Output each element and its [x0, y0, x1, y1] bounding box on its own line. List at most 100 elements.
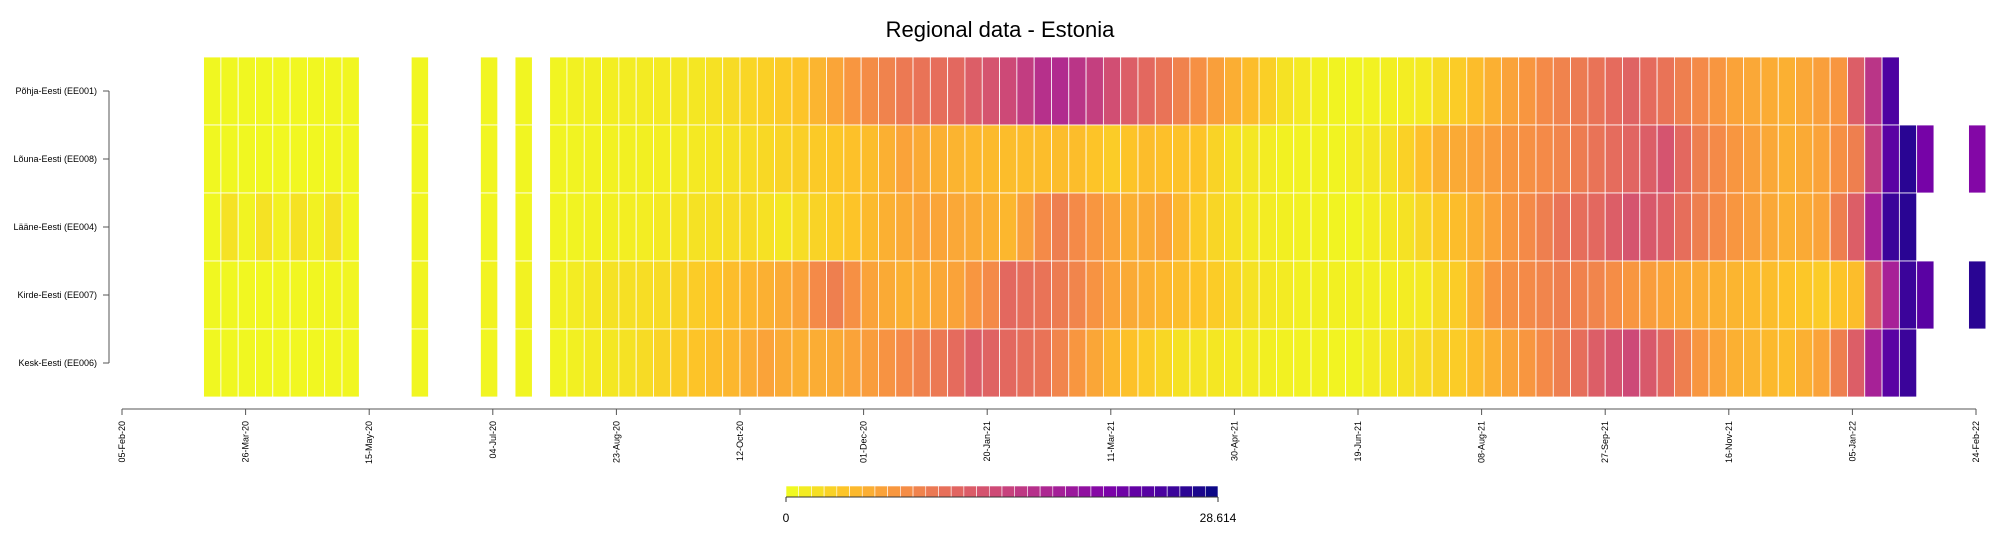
heatmap-cell — [1639, 260, 1658, 330]
heatmap-cell — [1016, 260, 1035, 330]
heatmap-cell — [687, 56, 706, 126]
heatmap-cell — [1189, 56, 1208, 126]
heatmap-cell — [1622, 328, 1641, 398]
heatmap-cell — [1777, 56, 1796, 126]
heatmap-cell — [1466, 260, 1485, 330]
heatmap-cell — [1137, 56, 1156, 126]
heatmap-cell — [1449, 124, 1468, 194]
heatmap-cell — [1293, 328, 1312, 398]
heatmap-cell — [947, 124, 966, 194]
color-scale-swatch — [988, 485, 1003, 498]
heatmap-cell — [912, 192, 931, 262]
heatmap-cell — [549, 192, 568, 262]
heatmap-cell — [1881, 124, 1900, 194]
heatmap-cell — [566, 124, 585, 194]
heatmap-cell — [1795, 192, 1814, 262]
heatmap-cell — [1587, 124, 1606, 194]
heatmap-cell — [1051, 328, 1070, 398]
heatmap-cell — [1760, 56, 1779, 126]
heatmap-cell — [843, 192, 862, 262]
heatmap-cell — [1102, 260, 1122, 330]
heatmap-cell — [1241, 192, 1260, 262]
heatmap-cell — [1864, 56, 1883, 126]
heatmap-cell — [1622, 192, 1641, 262]
color-scale-swatch — [1027, 485, 1041, 498]
heatmap-cell — [480, 328, 499, 398]
heatmap-cell — [739, 124, 758, 194]
heatmap-cell — [410, 260, 429, 330]
heatmap-cell — [1864, 260, 1883, 330]
heatmap-cell — [964, 328, 983, 398]
heatmap-cell — [601, 260, 620, 330]
heatmap-cell — [289, 260, 308, 330]
heatmap-cell — [341, 260, 360, 330]
color-scale-swatch — [836, 485, 850, 498]
heatmap-cell — [878, 124, 897, 194]
row-label: Lääne-Eesti (EE004) — [13, 222, 97, 232]
heatmap-cell — [1016, 56, 1035, 126]
heatmap-cell — [1552, 192, 1571, 262]
heatmap-cell — [1258, 124, 1277, 194]
heatmap-cell — [1587, 260, 1606, 330]
heatmap-cell — [1327, 328, 1347, 398]
heatmap-cell — [1154, 56, 1174, 126]
color-scale-swatch — [938, 485, 952, 498]
heatmap-cell — [255, 192, 274, 262]
heatmap-cell — [1552, 124, 1571, 194]
heatmap-cell — [929, 56, 949, 126]
x-tick-label: 30-Apr-21 — [1229, 421, 1239, 461]
heatmap-cell — [1829, 260, 1848, 330]
color-scale-swatch — [798, 485, 812, 498]
heatmap-cell — [1760, 124, 1779, 194]
color-scale-swatch — [1103, 485, 1117, 498]
heatmap-cell — [1604, 192, 1623, 262]
heatmap-cell — [670, 192, 689, 262]
heatmap-cell — [410, 124, 429, 194]
heatmap-cell — [203, 260, 222, 330]
heatmap-cell — [1379, 124, 1398, 194]
heatmap-cell — [878, 328, 897, 398]
heatmap-cell — [1206, 260, 1225, 330]
heatmap-cell — [929, 124, 949, 194]
heatmap-cell — [1725, 124, 1745, 194]
heatmap-cell — [1224, 56, 1243, 126]
heatmap-cell — [1379, 260, 1398, 330]
heatmap-cell — [860, 260, 879, 330]
heatmap-cell — [929, 192, 949, 262]
heatmap-cell — [1518, 328, 1537, 398]
heatmap-cell — [739, 192, 758, 262]
heatmap-cell — [999, 260, 1018, 330]
heatmap-cell — [220, 56, 239, 126]
heatmap-cell — [324, 260, 343, 330]
heatmap-cell — [1777, 124, 1796, 194]
heatmap-cell — [1812, 260, 1831, 330]
heatmap-cell — [1829, 56, 1848, 126]
heatmap-cell — [341, 124, 360, 194]
heatmap-cell — [1656, 328, 1675, 398]
heatmap-cell — [843, 124, 862, 194]
heatmap-cell — [1172, 124, 1191, 194]
heatmap-cell — [1968, 124, 1987, 194]
heatmap-cell — [878, 192, 897, 262]
heatmap-cell — [1033, 260, 1052, 330]
heatmap-cell — [306, 124, 326, 194]
heatmap-cell — [583, 260, 602, 330]
heatmap-cell — [704, 56, 724, 126]
heatmap-cell — [774, 260, 793, 330]
x-tick-label: 19-Jun-21 — [1353, 421, 1363, 462]
x-axis: 05-Feb-20 26-Mar-20 15-May-20 04-Jul-20 23-A… — [117, 408, 1981, 464]
heatmap-cell — [1276, 260, 1295, 330]
y-axis: Põhja-Eesti (EE001) Lõuna-Eesti (EE008) Lä… — [13, 86, 110, 368]
heatmap-cell — [1189, 260, 1208, 330]
heatmap-cell — [566, 260, 585, 330]
heatmap-cell — [1708, 260, 1727, 330]
color-scale-swatch — [1077, 485, 1092, 498]
color-scale-swatch — [1001, 485, 1016, 498]
heatmap-cell — [1033, 192, 1052, 262]
heatmap-cell — [1051, 124, 1070, 194]
heatmap-cell — [1120, 260, 1139, 330]
heatmap-cell — [1483, 328, 1502, 398]
heatmap-cell — [272, 260, 291, 330]
heatmap-cell — [1898, 124, 1918, 194]
heatmap-cell — [843, 328, 862, 398]
